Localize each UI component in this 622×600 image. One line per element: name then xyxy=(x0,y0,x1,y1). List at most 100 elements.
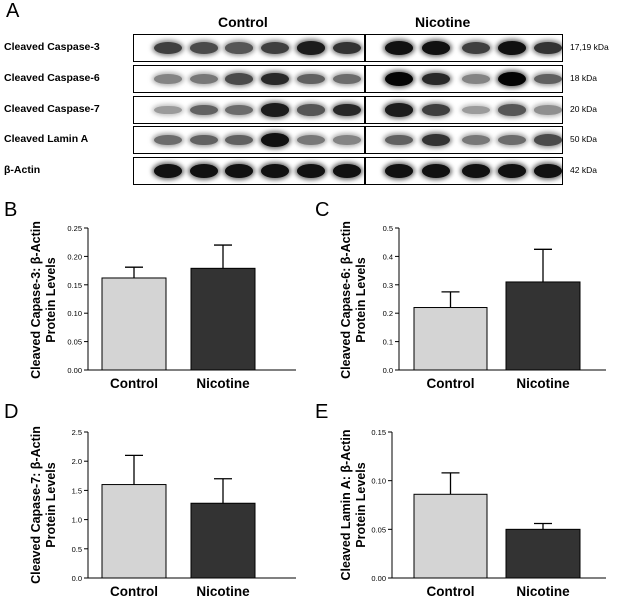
blot-kda-label: 50 kDa xyxy=(570,134,597,144)
blot-band xyxy=(498,72,526,86)
y-tick-label: 0.20 xyxy=(67,252,82,261)
blot-group-nicotine-label: Nicotine xyxy=(415,14,471,30)
blot-row-label: Cleaved Lamin A xyxy=(4,133,89,145)
blot-band xyxy=(154,164,182,178)
blot-strip xyxy=(133,126,563,154)
x-category-label: Control xyxy=(110,584,158,599)
blot-band xyxy=(422,72,450,86)
blot-band xyxy=(333,164,361,178)
blot-band xyxy=(225,73,253,85)
y-axis-label: Cleaved Lamin A: β-Actin xyxy=(339,430,353,581)
blot-band xyxy=(297,164,325,178)
blot-band xyxy=(333,103,361,117)
blot-band xyxy=(462,74,490,84)
blot-band xyxy=(385,72,413,86)
blot-band xyxy=(422,104,450,116)
panel-letter: B xyxy=(4,199,17,221)
y-tick-label: 0.10 xyxy=(67,309,82,318)
bar-nicotine xyxy=(190,502,256,579)
bar-nicotine xyxy=(190,267,256,371)
blot-band xyxy=(498,164,526,178)
blot-band xyxy=(422,133,450,147)
blot-band xyxy=(534,105,562,115)
panel-a-letter: A xyxy=(6,0,20,22)
bar-control xyxy=(101,277,167,371)
blot-band xyxy=(225,164,253,178)
blot-band xyxy=(462,42,490,54)
y-axis-label: Protein Levels xyxy=(44,257,58,342)
blot-row-label: Cleaved Caspase-3 xyxy=(4,41,100,53)
blot-band xyxy=(534,73,562,85)
y-tick-label: 0.15 xyxy=(371,428,386,437)
blot-strip xyxy=(133,65,563,93)
bar-control xyxy=(413,307,488,371)
blot-band xyxy=(385,134,413,146)
blot-band xyxy=(225,134,253,146)
x-category-label: Nicotine xyxy=(516,376,570,391)
x-category-label: Control xyxy=(427,376,475,391)
y-tick-label: 0.05 xyxy=(371,525,386,534)
y-tick-label: 2.5 xyxy=(72,428,82,437)
y-tick-label: 0.4 xyxy=(383,252,393,261)
blot-band xyxy=(498,104,526,116)
blot-band xyxy=(261,42,289,54)
blot-band xyxy=(261,164,289,178)
blot-band xyxy=(333,41,361,55)
blot-band xyxy=(385,164,413,178)
y-tick-label: 0.15 xyxy=(67,281,82,290)
y-tick-label: 0.0 xyxy=(383,366,393,375)
blot-strip xyxy=(133,96,563,124)
y-tick-label: 0.05 xyxy=(67,338,82,347)
blot-kda-label: 17,19 kDa xyxy=(570,42,609,52)
y-tick-label: 0.00 xyxy=(371,574,386,583)
blot-band xyxy=(534,134,562,146)
blot-band xyxy=(154,134,182,146)
bar-chart-panel-e: E 0.00 0.05 0.10 0.15 Cleaved Lamin A: β-Acti… xyxy=(315,401,606,599)
y-tick-label: 0.25 xyxy=(67,224,82,233)
blot-band xyxy=(154,74,182,84)
blot-band xyxy=(297,73,325,85)
y-tick-label: 0.00 xyxy=(67,366,82,375)
blot-strip xyxy=(133,157,563,185)
bar-control xyxy=(101,484,167,579)
blot-band xyxy=(534,41,562,55)
blot-group-control-label: Control xyxy=(218,14,268,30)
blot-band xyxy=(385,103,413,117)
blot-band xyxy=(190,104,218,116)
blot-band xyxy=(261,72,289,86)
y-tick-label: 1.0 xyxy=(72,516,82,525)
y-tick-label: 0.3 xyxy=(383,281,393,290)
blot-band xyxy=(190,164,218,178)
blot-strip xyxy=(133,34,563,62)
bar-nicotine xyxy=(505,281,581,371)
blot-band xyxy=(225,42,253,54)
y-axis-label: Cleaved Capase-6: β-Actin xyxy=(339,221,353,379)
y-tick-label: 1.5 xyxy=(72,486,82,495)
y-axis-label: Protein Levels xyxy=(354,462,368,547)
blot-row-label: Cleaved Caspase-7 xyxy=(4,103,100,115)
blot-band xyxy=(498,134,526,146)
y-tick-label: 0.10 xyxy=(371,477,386,486)
blot-band xyxy=(190,42,218,54)
blot-band xyxy=(190,134,218,146)
bar-chart-panel-b: B 0.00 0.05 0.10 0.15 0.20 0.25 Cleaved Capase-… xyxy=(4,199,296,391)
y-axis-label: Protein Levels xyxy=(44,462,58,547)
blot-band xyxy=(498,41,526,55)
panel-letter: E xyxy=(315,401,328,423)
x-category-label: Nicotine xyxy=(196,584,250,599)
y-tick-label: 0.0 xyxy=(72,574,82,583)
blot-band xyxy=(333,73,361,85)
y-axis-label: Cleaved Capase-3: β-Actin xyxy=(29,221,43,379)
blot-kda-label: 42 kDa xyxy=(570,165,597,175)
y-tick-label: 0.5 xyxy=(383,224,393,233)
blot-row-label: Cleaved Caspase-6 xyxy=(4,72,100,84)
blot-band xyxy=(154,42,182,54)
bar-chart-panel-d: D 0.0 0.5 1.0 1.5 2.0 2.5 Cleaved Capase-7: β-A… xyxy=(4,401,296,599)
blot-band xyxy=(297,104,325,116)
x-category-label: Control xyxy=(427,584,475,599)
blot-band xyxy=(297,41,325,55)
blot-band xyxy=(385,41,413,55)
blot-kda-label: 20 kDa xyxy=(570,104,597,114)
y-tick-label: 0.1 xyxy=(383,338,393,347)
